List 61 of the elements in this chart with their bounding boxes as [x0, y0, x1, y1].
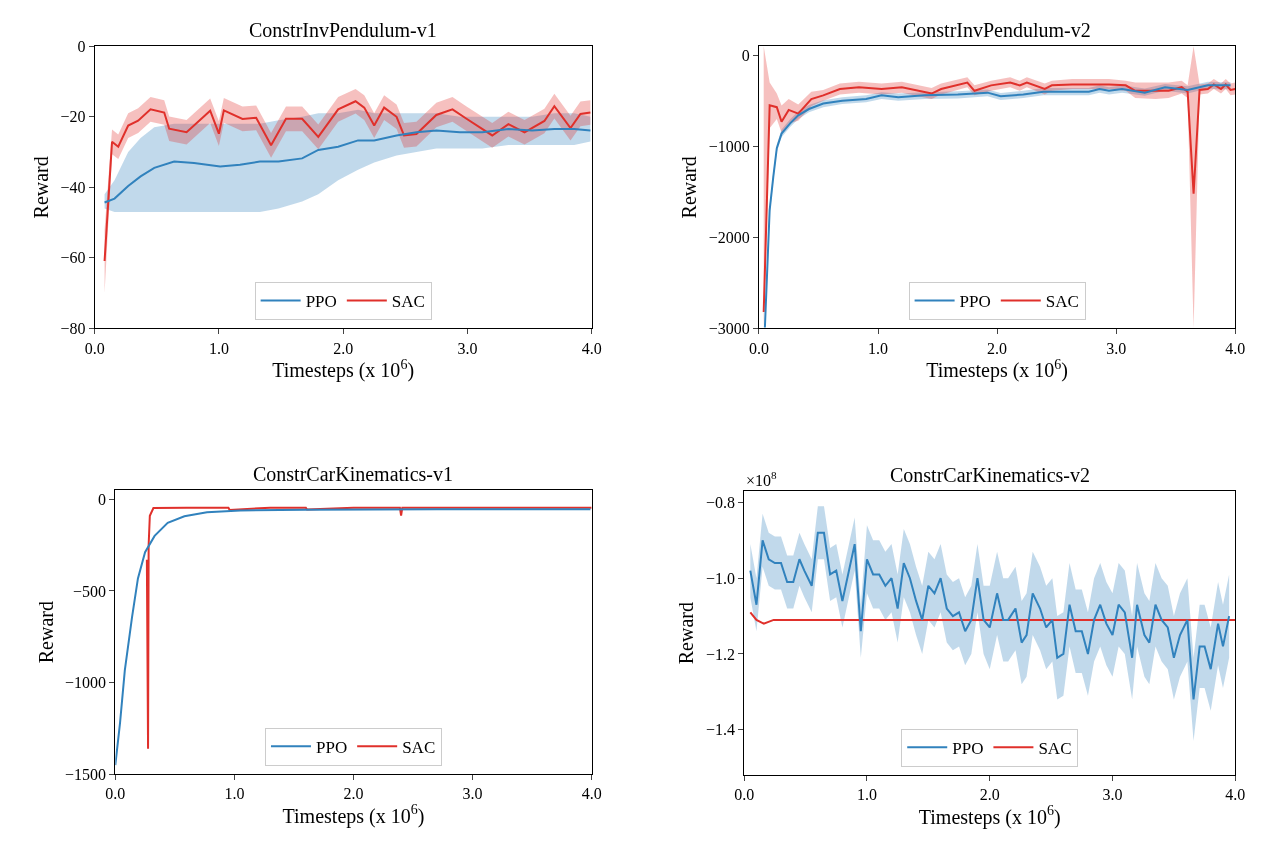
- chart-title: ConstrInvPendulum-v2: [903, 19, 1091, 41]
- legend-label: PPO: [305, 292, 337, 312]
- x-tick-label: 0.0: [84, 339, 105, 357]
- y-tick-label: −1000: [708, 137, 750, 155]
- legend-label: PPO: [959, 292, 991, 312]
- x-tick-label: 1.0: [224, 785, 245, 803]
- x-tick-label: 2.0: [333, 339, 354, 357]
- x-axis-title: Timesteps (x 10$^{6}$): [926, 356, 1069, 383]
- legend-label: PPO: [952, 738, 984, 758]
- y-tick-label: −1500: [65, 765, 107, 783]
- y-axis-title: Reward: [675, 602, 698, 665]
- x-tick-label: 0.0: [748, 339, 769, 357]
- x-tick-label: 1.0: [856, 786, 877, 804]
- chart-title: ConstrCarKinematics-v2: [890, 464, 1090, 486]
- x-tick-label: 3.0: [462, 785, 483, 803]
- legend-label: SAC: [391, 292, 425, 312]
- y-tick-label: −0.8: [705, 494, 735, 512]
- x-tick-label: 2.0: [343, 785, 364, 803]
- y-tick-label: −20: [60, 108, 86, 126]
- y-tick-label: −3000: [708, 320, 750, 337]
- x-tick-label: 1.0: [208, 339, 229, 357]
- line-series: [103, 100, 592, 263]
- legend-label: SAC: [1045, 292, 1079, 312]
- x-axis-title: Timesteps (x 10$^{6}$): [272, 356, 415, 383]
- x-tick-label: 2.0: [987, 339, 1008, 357]
- y-tick-label: 0: [77, 37, 86, 55]
- x-tick-label: 0.0: [105, 785, 126, 803]
- x-tick-label: 4.0: [581, 785, 602, 803]
- y-tick-label: −60: [60, 249, 86, 267]
- legend-label: SAC: [402, 737, 436, 757]
- y-tick-label: −500: [73, 582, 107, 600]
- y-tick-label: −2000: [708, 228, 750, 246]
- x-tick-label: 1.0: [868, 339, 889, 357]
- line-series: [103, 128, 592, 204]
- x-tick-label: 3.0: [1102, 786, 1123, 804]
- line-series: [749, 531, 1231, 701]
- legend-label: PPO: [315, 737, 348, 757]
- x-tick-label: 4.0: [581, 339, 602, 357]
- chart-title: ConstrCarKinematics-v1: [253, 463, 453, 485]
- x-tick-label: 4.0: [1225, 786, 1246, 804]
- x-tick-label: 3.0: [1106, 339, 1127, 357]
- y-tick-label: 0: [741, 46, 750, 64]
- y-tick-label: −1.0: [705, 569, 735, 587]
- x-axis-title: Timesteps (x 10$^{6}$): [282, 802, 425, 828]
- y-tick-label: −1000: [65, 674, 107, 692]
- y-axis-title: Reward: [29, 156, 52, 219]
- text: ×10$^{8}$: [746, 469, 778, 489]
- x-tick-label: 0.0: [734, 786, 755, 804]
- y-tick-label: −1.2: [705, 645, 735, 663]
- y-tick-label: −80: [60, 320, 86, 337]
- y-tick-label: −1.4: [705, 721, 735, 739]
- chart-title: ConstrInvPendulum-v1: [249, 19, 437, 41]
- y-tick-label: −40: [60, 178, 86, 196]
- legend-label: SAC: [1038, 738, 1072, 758]
- y-tick-label: 0: [98, 490, 107, 508]
- x-tick-label: 4.0: [1225, 339, 1246, 357]
- y-axis-title: Reward: [34, 601, 57, 664]
- x-tick-label: 2.0: [979, 786, 1000, 804]
- x-tick-label: 3.0: [457, 339, 478, 357]
- x-axis-title: Timesteps (x 10$^{6}$): [918, 803, 1061, 829]
- y-axis-title: Reward: [678, 156, 701, 219]
